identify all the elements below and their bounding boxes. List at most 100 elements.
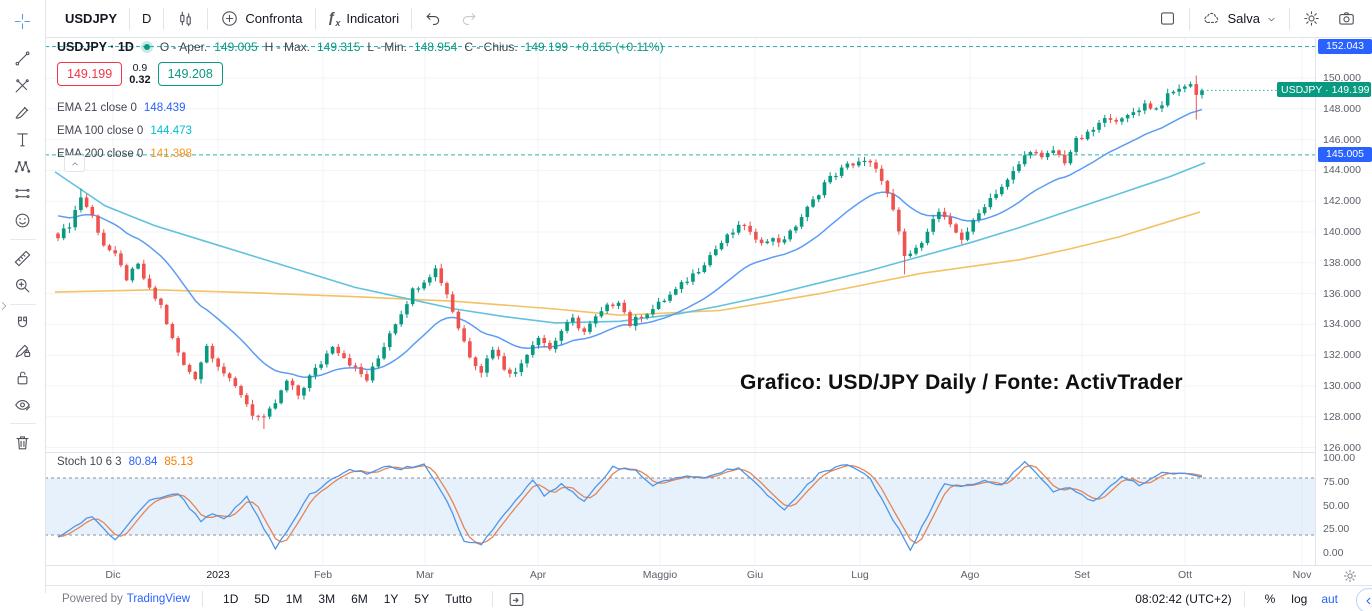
price-tick: 150.000	[1323, 72, 1361, 84]
month-label: Dic	[105, 569, 121, 581]
range-button-1m[interactable]: 1M	[285, 592, 303, 606]
range-button-6m[interactable]: 6M	[351, 592, 368, 606]
month-label: Nov	[1292, 569, 1312, 581]
brush-icon[interactable]	[9, 99, 37, 126]
compare-button[interactable]: Confronta	[212, 5, 310, 33]
stoch-tick: 0.00	[1323, 547, 1344, 559]
price-tick: 136.000	[1323, 287, 1361, 300]
price-axis[interactable]: 150.000 148.000 146.000 144.000 142.000 140.0…	[1315, 37, 1372, 565]
layout-button[interactable]	[1150, 5, 1185, 33]
stoch-tick: 50.00	[1323, 499, 1350, 512]
chart-style-button[interactable]	[168, 5, 203, 33]
spread-box: 0.9 0.32	[122, 62, 157, 86]
alert-price-badge[interactable]: 152.043	[1318, 38, 1372, 54]
trash-icon[interactable]	[9, 429, 37, 456]
stoch-chart-svg[interactable]	[45, 453, 1315, 566]
indicators-label: Indicatori	[346, 11, 400, 26]
ema-legend-row[interactable]: EMA 21 close 0 148.439	[57, 96, 192, 119]
goto-date-button[interactable]	[505, 585, 528, 611]
range-button-1d[interactable]: 1D	[223, 592, 239, 606]
emoji-icon[interactable]	[9, 207, 37, 234]
xabcd-pattern-icon[interactable]	[9, 153, 37, 180]
stoch-legend[interactable]: Stoch 10 6 3 80.84 85.13	[57, 456, 193, 468]
range-button-3m[interactable]: 3M	[318, 592, 336, 606]
ema-21-line[interactable]	[57, 108, 1203, 378]
cloud-icon	[1202, 9, 1221, 28]
month-label: Ago	[960, 569, 980, 581]
compare-label: Confronta	[245, 11, 303, 26]
toolbar-separator	[1289, 7, 1290, 30]
range-button-5d[interactable]: 5D	[254, 592, 270, 606]
clock[interactable]: 08:02:42 (UTC+2)	[1135, 592, 1232, 606]
layout-square-icon	[1158, 9, 1177, 28]
open-label: O - Aper.	[159, 40, 208, 54]
pitchfork-icon[interactable]	[9, 72, 37, 99]
snapshot-button[interactable]	[1329, 5, 1364, 33]
month-label: Ott	[1177, 569, 1193, 581]
sidebar-collapse-handle[interactable]	[0, 295, 11, 317]
trade-widget: 149.199 0.9 0.32 149.208	[57, 62, 223, 86]
ema-label: EMA 21 close 0	[57, 101, 137, 114]
month-label: Feb	[313, 569, 333, 581]
time-axis[interactable]: Dic 2023 Feb Mar Apr Maggio Giu Lug Ago Set Ott Nov	[45, 565, 1372, 586]
main-chart-svg[interactable]	[45, 37, 1315, 452]
stochastic-pane[interactable]	[45, 452, 1315, 566]
collapsed-panel-chevron[interactable]	[1356, 588, 1372, 611]
redo-button[interactable]	[451, 5, 486, 33]
symbol-button[interactable]: USDJPY	[57, 5, 125, 33]
alert-price-badge[interactable]: 145.005	[1318, 146, 1372, 162]
candles-icon	[176, 9, 195, 28]
percent-scale-button[interactable]: %	[1264, 592, 1276, 606]
hide-drawings-icon[interactable]	[9, 391, 37, 418]
stoch-k-value: 80.84	[128, 456, 158, 468]
ema-200-line[interactable]	[54, 211, 1201, 317]
text-tool-icon[interactable]	[9, 126, 37, 153]
tradingview-link[interactable]: TradingView	[126, 593, 191, 605]
price-tick: 130.000	[1323, 380, 1361, 392]
main-chart-pane[interactable]	[45, 37, 1315, 452]
chart-legend[interactable]: USDJPY · 1D O - Aper. 149.005 H - Max. 1…	[57, 40, 664, 54]
spread-top: 0.9	[132, 62, 148, 74]
current-price-badge[interactable]: USDJPY · 149.199	[1277, 82, 1371, 98]
log-scale-button[interactable]: log	[1291, 592, 1308, 606]
indicators-button[interactable]: ƒx Indicatori	[320, 5, 408, 33]
ruler-icon[interactable]	[9, 245, 37, 272]
auto-scale-button[interactable]: aut	[1321, 592, 1338, 606]
buy-button[interactable]: 149.208	[157, 62, 223, 86]
toolbar-separator	[411, 7, 413, 30]
ema-100-line[interactable]	[54, 161, 1206, 324]
range-button-1y[interactable]: 1Y	[383, 592, 399, 606]
interval-button[interactable]: D	[134, 5, 159, 33]
ema-legend-row[interactable]: EMA 100 close 0 144.473	[57, 119, 192, 142]
zoom-in-icon[interactable]	[9, 272, 37, 299]
save-button[interactable]: Salva	[1194, 5, 1285, 33]
bottombar-separator	[492, 591, 494, 607]
lock-all-icon[interactable]	[9, 364, 37, 391]
magnet-icon[interactable]	[9, 310, 37, 337]
powered-by: Powered by TradingView	[62, 593, 190, 605]
time-axis-gear-icon[interactable]	[1342, 568, 1358, 584]
draw-lock-icon[interactable]	[9, 337, 37, 364]
save-label: Salva	[1227, 11, 1260, 26]
chevron-down-icon	[1266, 13, 1277, 24]
range-button-5y[interactable]: 5Y	[414, 592, 430, 606]
undo-button[interactable]	[416, 5, 451, 33]
ema-value: 148.439	[143, 101, 186, 114]
sell-button[interactable]: 149.199	[57, 62, 123, 86]
crosshair-icon[interactable]	[9, 8, 37, 35]
candles-series[interactable]	[56, 75, 1204, 429]
legend-collapse-button[interactable]	[64, 155, 85, 172]
price-tick: 146.000	[1323, 133, 1361, 146]
long-position-icon[interactable]	[9, 180, 37, 207]
gear-icon	[1302, 9, 1321, 28]
range-button-tutto[interactable]: Tutto	[445, 592, 473, 606]
bottombar-separator	[1243, 591, 1245, 607]
price-tick: 144.000	[1323, 164, 1361, 177]
month-label: 2023	[206, 569, 230, 581]
camera-icon	[1337, 9, 1356, 28]
settings-button[interactable]	[1294, 5, 1329, 33]
trend-line-icon[interactable]	[9, 45, 37, 72]
bottom-toolbar: Powered by TradingView 1D 5D 1M 3M 6M 1Y 5Y Tut…	[0, 585, 1372, 611]
stoch-d-line	[57, 464, 1203, 544]
month-label: Apr	[529, 569, 547, 581]
